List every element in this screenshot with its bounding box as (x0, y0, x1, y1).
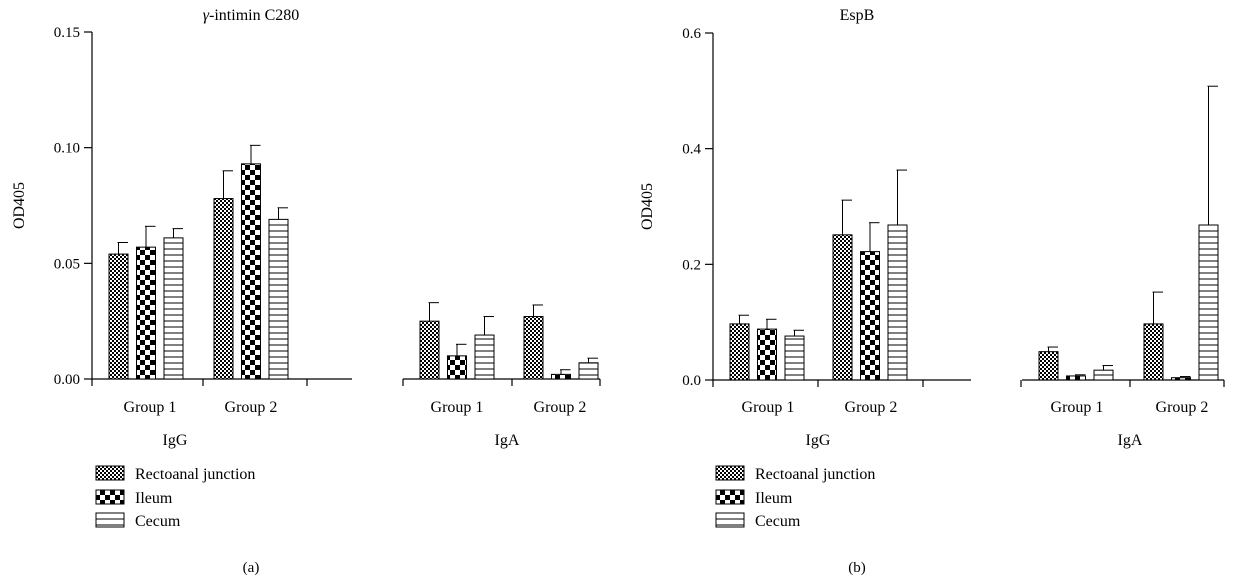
bar (1198, 224, 1219, 381)
y-axis-label: OD405 (639, 183, 656, 230)
panel-label: (a) (243, 560, 260, 576)
bar (578, 362, 599, 380)
legend-swatch (95, 512, 125, 528)
bar (523, 316, 544, 380)
bar (1066, 375, 1086, 381)
legend-label: Rectoanal junction (135, 466, 255, 483)
y-tick-label: 0.2 (682, 257, 701, 273)
bar (1038, 351, 1059, 381)
x-group-label: IgA (495, 432, 520, 449)
bar (551, 373, 571, 380)
x-category-label: Group 2 (534, 399, 587, 416)
x-group-label: IgG (806, 432, 831, 449)
chart-title: EspB (840, 7, 875, 24)
y-axis-label: OD405 (11, 182, 28, 229)
x-category-label: Group 1 (742, 399, 795, 416)
chart-panel-a: γ-intimin C280 0.00 0.05 0.10 0.15 OD405 Group… (11, 7, 601, 576)
x-category-label: Group 2 (225, 399, 278, 416)
bar (832, 234, 853, 381)
bar (887, 224, 908, 381)
bar (419, 320, 440, 380)
x-category-label: Group 2 (845, 399, 898, 416)
x-category-label: Group 2 (1156, 399, 1209, 416)
x-category-label: Group 1 (1051, 399, 1104, 416)
bar (729, 323, 750, 381)
y-tick-label: 0.0 (682, 373, 701, 389)
panel-label: (b) (848, 560, 866, 576)
bar (163, 237, 184, 380)
y-tick-label: 0.6 (682, 26, 701, 42)
bar (268, 218, 289, 380)
chart-panel-b: EspB 0.0 0.2 0.4 0.6 OD405 Group 1 Group 2 IgG Gr… (639, 7, 1225, 576)
legend-swatch (715, 512, 745, 528)
bar (757, 328, 777, 381)
legend-label: Ileum (135, 490, 173, 507)
y-tick-label: 0.15 (54, 25, 80, 41)
x-category-label: Group 1 (431, 399, 484, 416)
bar (136, 246, 156, 380)
chart-title-text: -intimin C280 (209, 7, 299, 24)
bar (784, 335, 805, 381)
bar (860, 251, 880, 381)
legend-label: Rectoanal junction (755, 466, 875, 483)
x-group-label: IgG (163, 432, 188, 449)
y-tick-label: 0.00 (54, 372, 80, 388)
bar (1093, 369, 1114, 381)
x-group-label: IgA (1118, 432, 1143, 449)
bar (108, 253, 129, 380)
legend-swatch (715, 465, 745, 481)
y-tick-label: 0.10 (54, 141, 80, 157)
legend-label: Cecum (135, 513, 181, 530)
x-category-label: Group 1 (124, 399, 177, 416)
bar (241, 163, 261, 380)
legend-label: Ileum (755, 490, 793, 507)
y-tick-label: 0.05 (54, 256, 80, 272)
bar (213, 198, 234, 380)
legend-swatch (95, 465, 125, 481)
chart-title-symbol: γ (203, 7, 210, 24)
legend-label: Cecum (755, 513, 801, 530)
bar (1171, 377, 1191, 381)
bar (447, 355, 467, 380)
bar (1143, 323, 1164, 381)
chart-title: γ-intimin C280 (203, 7, 300, 24)
legend-swatch (95, 489, 125, 505)
bar (474, 334, 495, 380)
y-tick-label: 0.4 (682, 142, 701, 158)
legend-swatch (715, 489, 745, 505)
